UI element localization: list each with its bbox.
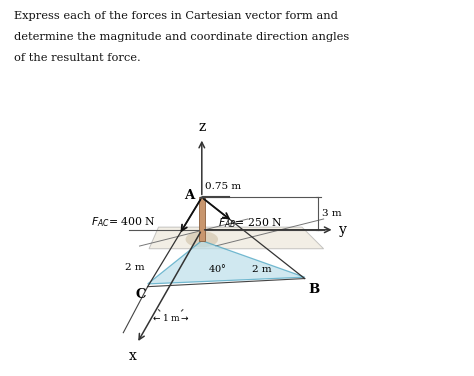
Text: y: y: [338, 223, 346, 237]
Text: $F_{AB}$= 250 N: $F_{AB}$= 250 N: [218, 216, 283, 229]
Text: of the resultant force.: of the resultant force.: [14, 53, 141, 63]
Polygon shape: [148, 241, 305, 284]
Text: 40$\degree$: 40$\degree$: [208, 262, 226, 274]
Text: 0.75 m: 0.75 m: [205, 182, 241, 191]
Text: C: C: [136, 288, 146, 301]
Text: x: x: [129, 349, 137, 363]
Ellipse shape: [185, 231, 218, 247]
Text: Express each of the forces in Cartesian vector form and: Express each of the forces in Cartesian …: [14, 11, 338, 21]
Polygon shape: [149, 227, 324, 249]
Text: A: A: [184, 190, 194, 202]
Text: 3 m: 3 m: [322, 209, 342, 218]
Bar: [199, 197, 205, 241]
Text: z: z: [198, 120, 205, 134]
Text: 2 m: 2 m: [125, 263, 145, 272]
Text: B: B: [308, 283, 319, 296]
Text: $\leftarrow$1 m$\rightarrow$: $\leftarrow$1 m$\rightarrow$: [151, 312, 190, 323]
Text: 2 m: 2 m: [252, 265, 272, 274]
Text: determine the magnitude and coordinate direction angles: determine the magnitude and coordinate d…: [14, 32, 349, 42]
Text: $F_{AC}$= 400 N: $F_{AC}$= 400 N: [91, 215, 156, 229]
